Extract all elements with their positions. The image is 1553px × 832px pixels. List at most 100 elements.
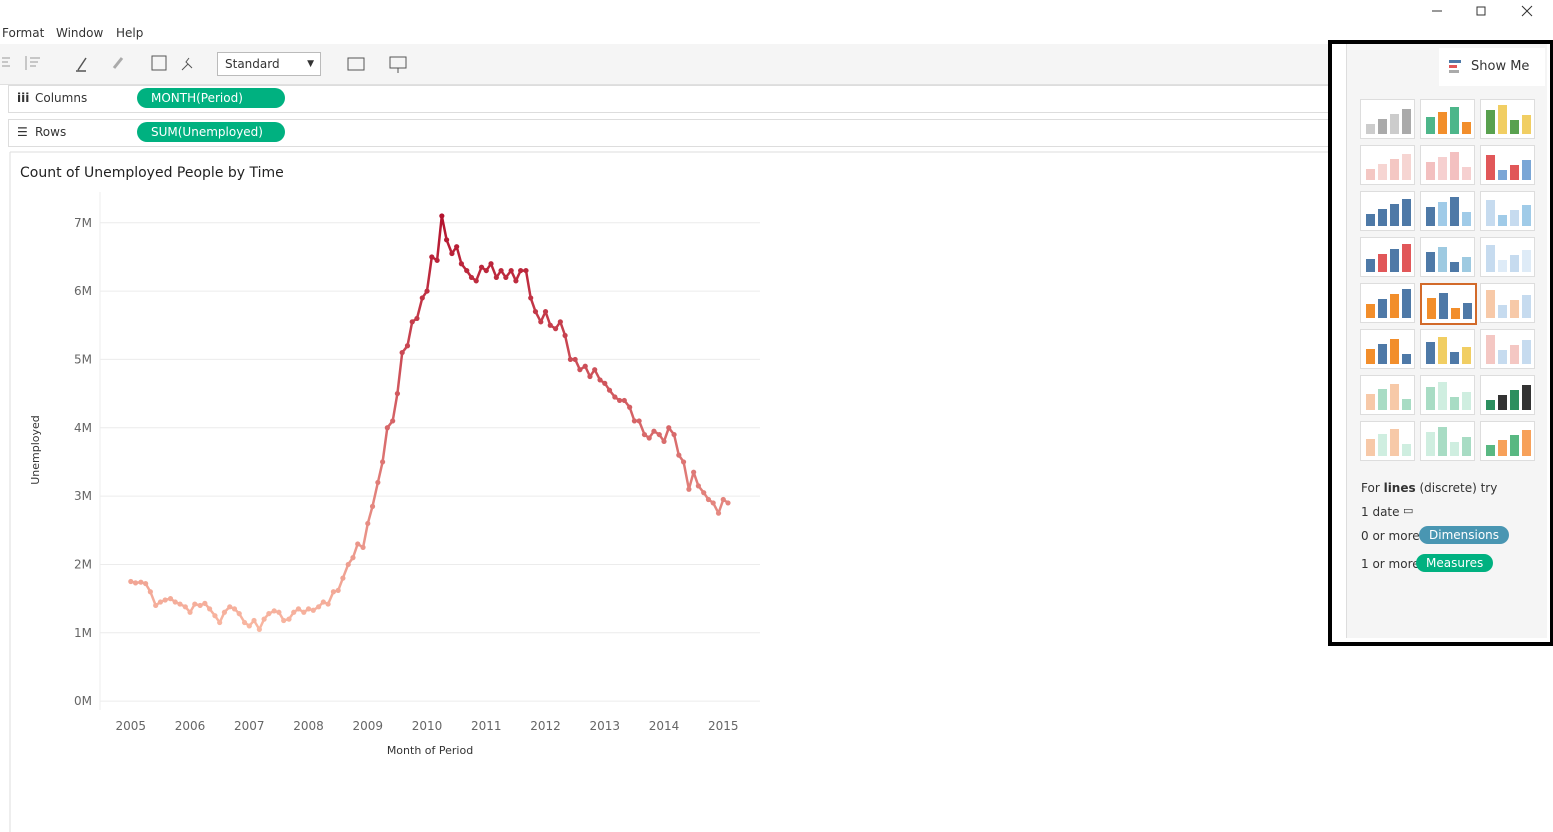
chart: Count of Unemployed People by Time Unemp…	[9, 151, 1330, 832]
data-point	[493, 274, 499, 281]
chart-type-thumb[interactable]	[1420, 145, 1475, 185]
chart-type-thumb[interactable]	[1480, 99, 1535, 139]
chart-type-thumb[interactable]	[1480, 191, 1535, 231]
data-point	[503, 274, 509, 281]
data-point	[656, 431, 662, 438]
chart-type-thumb[interactable]	[1420, 99, 1475, 139]
chart-type-thumb[interactable]	[1360, 237, 1415, 277]
hint-text: (discrete) try	[1419, 481, 1498, 495]
chart-type-thumb[interactable]	[1480, 237, 1535, 277]
data-point	[602, 380, 608, 386]
chart-type-thumb[interactable]	[1360, 145, 1415, 185]
data-point	[330, 589, 337, 595]
x-tick-label: 2014	[649, 719, 680, 733]
thumb-shape	[1522, 250, 1531, 272]
toolbar: Standard ▼	[0, 44, 1330, 85]
chart-type-thumb[interactable]	[1420, 191, 1475, 231]
chart-type-thumb[interactable]	[1360, 283, 1415, 323]
show-cards-icon[interactable]	[347, 57, 365, 71]
chart-type-thumb[interactable]	[1480, 145, 1535, 185]
data-point	[207, 606, 213, 612]
data-point	[562, 332, 568, 339]
thumb-shape	[1450, 442, 1459, 456]
data-point	[316, 604, 322, 610]
chart-type-thumb[interactable]	[1420, 421, 1475, 461]
data-point	[458, 261, 465, 267]
sort-icon[interactable]	[2, 56, 40, 70]
thumb-shape	[1438, 337, 1447, 364]
thumb-shape	[1366, 124, 1375, 134]
thumb-shape	[1522, 430, 1531, 456]
data-point	[631, 418, 637, 424]
data-point	[147, 589, 153, 595]
chart-type-thumb[interactable]	[1480, 375, 1535, 415]
field-pill[interactable]: MONTH(Period)	[137, 88, 285, 108]
data-point	[498, 267, 504, 274]
data-point	[547, 322, 553, 328]
data-point	[429, 254, 435, 260]
data-point	[627, 404, 633, 410]
thumb-shape	[1438, 427, 1447, 456]
data-point	[528, 295, 534, 301]
chart-type-thumb[interactable]	[1360, 375, 1415, 415]
y-tick-label: 2M	[74, 557, 92, 571]
thumb-shape	[1402, 289, 1411, 318]
thumb-shape	[1390, 249, 1399, 272]
show-me-highlight	[1328, 40, 1553, 646]
thumb-shape	[1486, 335, 1495, 364]
close[interactable]	[1521, 5, 1533, 17]
chart-type-thumb[interactable]	[1480, 283, 1535, 323]
menu-item[interactable]: Window	[56, 26, 104, 40]
data-point	[355, 541, 361, 547]
data-point	[720, 496, 726, 503]
thumb-shape	[1522, 340, 1531, 364]
data-point	[162, 597, 168, 603]
thumb-shape	[1486, 110, 1495, 134]
thumb-shape	[1510, 390, 1519, 410]
show-me-tab[interactable]: Show Me	[1439, 48, 1545, 86]
data-point	[369, 503, 376, 509]
thumb-shape	[1486, 200, 1495, 226]
chart-type-thumb[interactable]	[1360, 421, 1415, 461]
data-point	[202, 600, 208, 606]
data-point	[646, 435, 652, 441]
thumb-shape	[1522, 160, 1531, 180]
restore[interactable]	[1476, 6, 1486, 16]
chart-type-thumb[interactable]	[1420, 375, 1475, 415]
chart-type-thumb[interactable]	[1480, 329, 1535, 369]
chart-type-thumb[interactable]	[1420, 237, 1475, 277]
show-me-panel: Show Me For lines (discrete) try 1 date …	[1346, 44, 1547, 638]
data-point	[350, 555, 356, 561]
menu-item[interactable]: Format	[2, 26, 45, 40]
y-tick-label: 0M	[74, 694, 92, 708]
thumb-shape	[1426, 387, 1435, 410]
fit-select[interactable]: Standard ▼	[217, 52, 321, 76]
chart-type-thumb[interactable]	[1360, 99, 1415, 139]
clip-icon[interactable]	[112, 57, 124, 69]
menu-item[interactable]: Help	[116, 26, 144, 40]
thumb-shape	[1426, 162, 1435, 180]
label-icon[interactable]	[151, 55, 167, 71]
thumb-shape	[1522, 115, 1531, 134]
chart-type-thumb[interactable]	[1420, 329, 1475, 369]
chart-type-thumb[interactable]	[1360, 329, 1415, 369]
chart-type-thumb[interactable]	[1360, 191, 1415, 231]
x-tick-label: 2013	[590, 719, 621, 733]
toolbar-icons	[2, 55, 193, 72]
show-me-icon	[1449, 60, 1461, 73]
thumb-shape	[1390, 114, 1399, 134]
thumb-shape	[1462, 257, 1471, 272]
thumb-shape	[1510, 255, 1519, 272]
thumb-shape	[1463, 303, 1472, 319]
data-point	[320, 599, 326, 605]
chart-type-thumb[interactable]	[1480, 421, 1535, 461]
pin-icon[interactable]	[181, 57, 193, 71]
field-pill[interactable]: SUM(Unemployed)	[137, 122, 285, 142]
menu-bar: Format Window Help	[0, 0, 1553, 44]
window-controls	[1432, 5, 1533, 17]
y-axis-label: Unemployed	[29, 415, 42, 485]
highlight-icon[interactable]	[76, 57, 87, 72]
show-me-title: Show Me	[1471, 59, 1530, 74]
data-point	[691, 469, 697, 475]
chart-type-thumb[interactable]	[1420, 283, 1477, 325]
